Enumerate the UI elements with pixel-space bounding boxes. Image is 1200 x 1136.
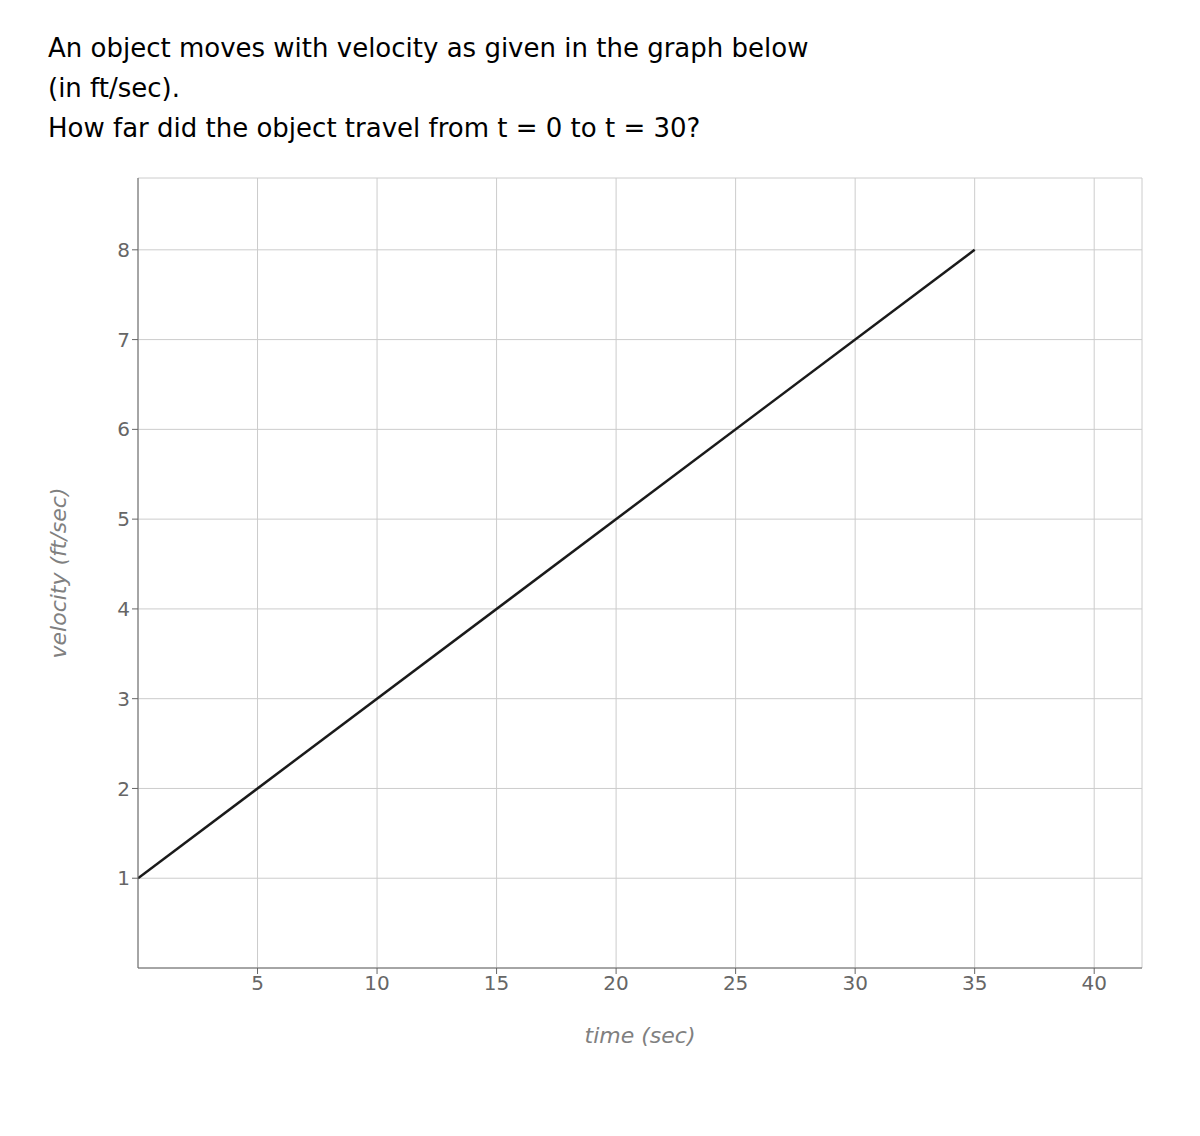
- svg-text:time (sec): time (sec): [585, 1023, 696, 1048]
- svg-text:8: 8: [117, 238, 130, 262]
- svg-text:5: 5: [117, 507, 130, 531]
- svg-text:2: 2: [117, 777, 130, 801]
- svg-text:3: 3: [117, 687, 130, 711]
- svg-text:10: 10: [364, 971, 389, 995]
- html-text:An object moves with velocity: An object moves with velocity as given i…: [48, 33, 809, 63]
- svg-text:7: 7: [117, 328, 130, 352]
- svg-text:20: 20: [603, 971, 628, 995]
- svg-text:5: 5: [251, 971, 264, 995]
- svg-text:1: 1: [117, 866, 130, 890]
- svg-text:40: 40: [1081, 971, 1106, 995]
- svg-text:30: 30: [842, 971, 867, 995]
- svg-text:6: 6: [117, 417, 130, 441]
- html-text:(in ft/sec).: (in ft/sec).: [48, 73, 180, 103]
- svg-text:4: 4: [117, 597, 130, 621]
- svg-text:35: 35: [962, 971, 987, 995]
- svg-text:15: 15: [484, 971, 509, 995]
- svg-text:25: 25: [723, 971, 748, 995]
- html-text:How far did the object travel: How far did the object travel from t = 0…: [48, 113, 701, 143]
- svg-text:velocity (ft/sec): velocity (ft/sec): [46, 487, 71, 658]
